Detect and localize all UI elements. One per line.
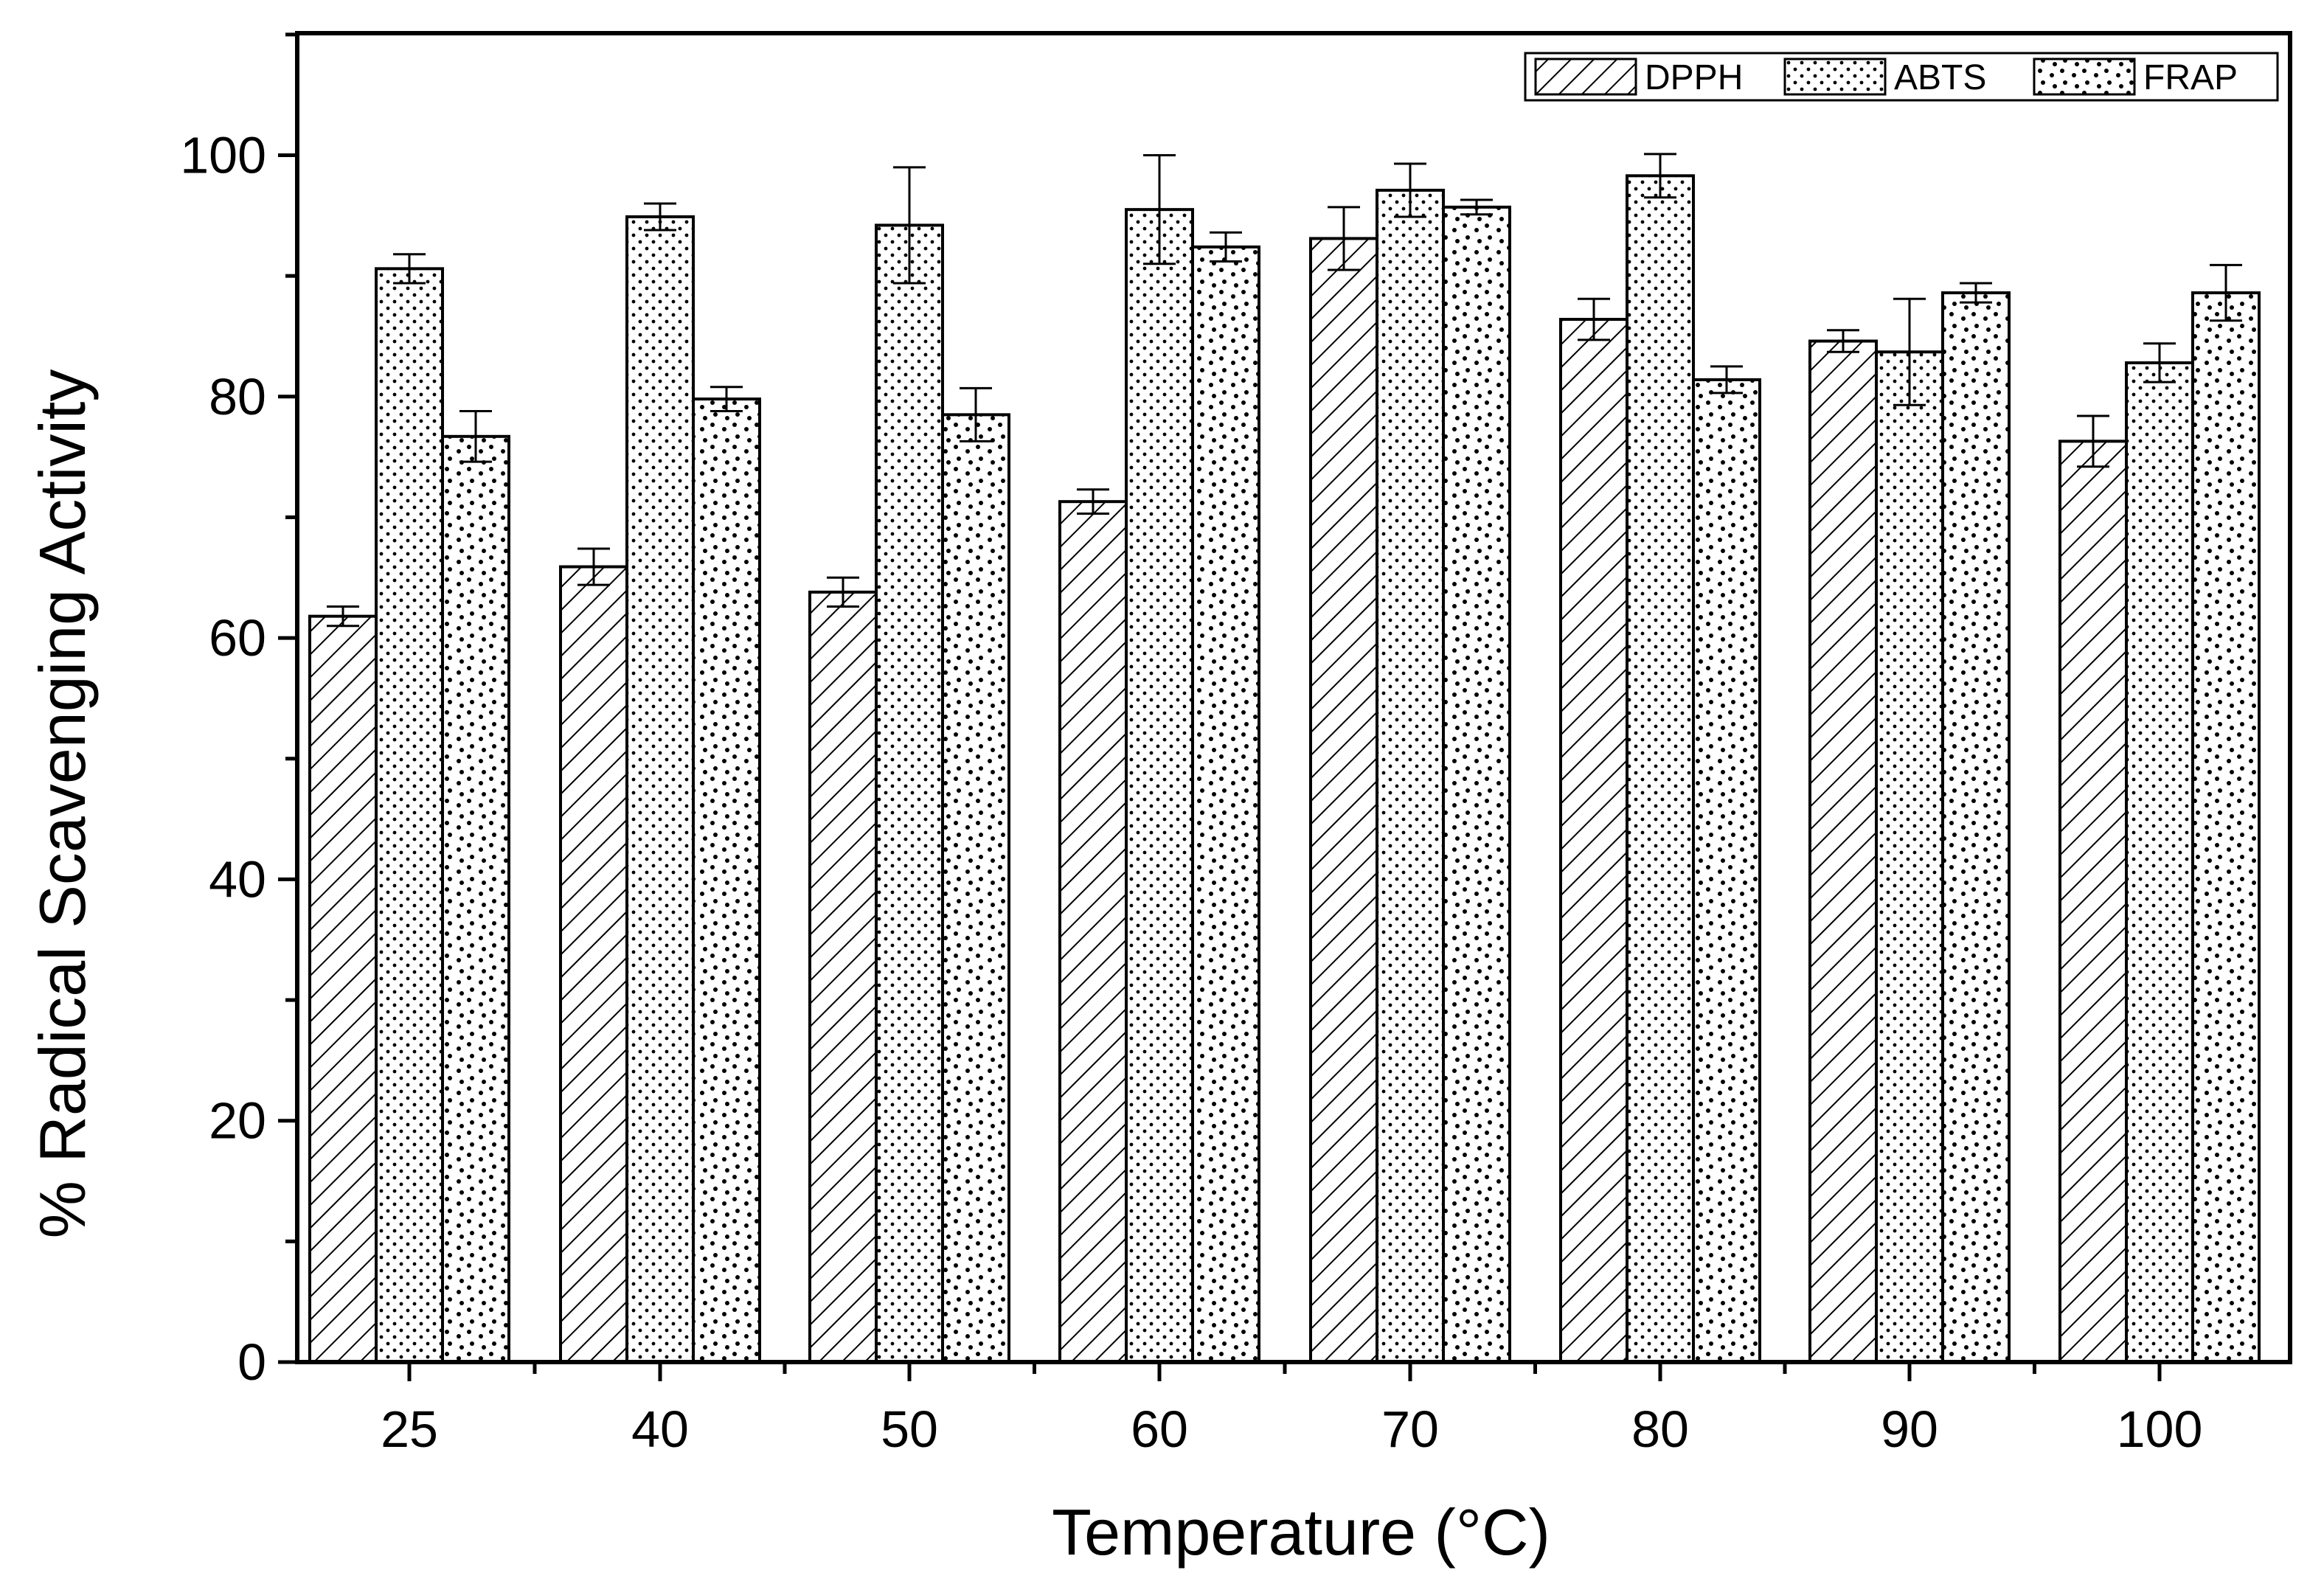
bar-abts-50 — [875, 223, 944, 1364]
x-axis: 25 40 50 60 70 80 90 100 — [381, 1362, 2202, 1458]
error-bar-dpph-60 — [1077, 488, 1109, 515]
error-bar-abts-50 — [893, 166, 926, 285]
error-bar-abts-90 — [1893, 297, 1926, 406]
error-bar-dpph-25 — [327, 605, 359, 628]
error-bar-dpph-70 — [1328, 206, 1360, 271]
bar-dpph-100 — [2058, 440, 2128, 1364]
legend-label-dpph: DPPH — [1645, 58, 1743, 97]
bar-abts-90 — [1875, 350, 1944, 1364]
bars-layer — [308, 174, 2261, 1364]
plot-frame — [295, 31, 2292, 1364]
bar-dpph-50 — [808, 590, 878, 1364]
bar-abts-100 — [2125, 361, 2194, 1364]
error-bar-dpph-100 — [2077, 414, 2109, 468]
y-tick-label-60: 60 — [209, 609, 266, 667]
x-tick-label-70: 70 — [1381, 1400, 1439, 1458]
x-tick-label-100: 100 — [2117, 1400, 2203, 1458]
bar-dpph-40 — [559, 565, 628, 1364]
y-axis-title: % Radical Scavenging Activity — [26, 369, 99, 1239]
x-tick-label-80: 80 — [1631, 1400, 1689, 1458]
x-tick-label-50: 50 — [881, 1400, 938, 1458]
bar-frap-90 — [1941, 291, 2011, 1364]
bar-dpph-60 — [1058, 500, 1128, 1364]
legend-swatch-frap — [2033, 58, 2136, 96]
error-bar-dpph-50 — [827, 576, 859, 608]
error-bar-frap-70 — [1460, 198, 1493, 216]
error-bar-abts-80 — [1644, 153, 1676, 199]
error-bar-frap-90 — [1960, 282, 1992, 304]
error-bar-frap-40 — [710, 386, 743, 412]
error-bar-frap-100 — [2210, 263, 2242, 322]
bar-dpph-70 — [1309, 237, 1378, 1364]
legend-swatch-dpph — [1534, 58, 1637, 96]
error-bar-abts-25 — [393, 253, 426, 285]
bar-abts-60 — [1125, 208, 1194, 1364]
bar-frap-80 — [1692, 378, 1761, 1364]
bar-abts-80 — [1626, 174, 1695, 1364]
error-bar-frap-25 — [459, 409, 492, 463]
error-bar-abts-40 — [644, 202, 676, 232]
bar-dpph-80 — [1559, 318, 1628, 1364]
error-bar-dpph-90 — [1827, 329, 1859, 353]
bar-frap-25 — [441, 434, 510, 1364]
error-bar-dpph-40 — [577, 547, 610, 586]
y-tick-label-0: 0 — [237, 1333, 266, 1391]
bar-frap-100 — [2191, 291, 2261, 1364]
bar-abts-25 — [375, 267, 444, 1364]
legend: DPPH ABTS FRAP — [1524, 52, 2279, 102]
y-tick-label-100: 100 — [180, 127, 266, 184]
error-bar-frap-50 — [960, 386, 992, 442]
bar-dpph-90 — [1808, 339, 1878, 1364]
legend-label-frap: FRAP — [2143, 58, 2238, 97]
bar-frap-70 — [1442, 205, 1511, 1364]
bar-abts-40 — [625, 215, 695, 1364]
errorbars-layer — [327, 153, 2242, 628]
error-bar-abts-100 — [2143, 342, 2176, 383]
x-tick-label-60: 60 — [1131, 1400, 1188, 1458]
y-axis: 0 20 40 60 80 100 — [180, 32, 297, 1391]
bar-dpph-25 — [308, 614, 378, 1364]
bar-frap-40 — [692, 397, 761, 1364]
error-bar-dpph-80 — [1578, 297, 1610, 341]
legend-label-abts: ABTS — [1894, 58, 1986, 97]
y-tick-label-40: 40 — [209, 850, 266, 908]
bar-abts-70 — [1376, 188, 1445, 1364]
x-tick-label-40: 40 — [631, 1400, 689, 1458]
error-bar-abts-70 — [1394, 162, 1426, 218]
x-tick-label-25: 25 — [381, 1400, 438, 1458]
legend-swatch-abts — [1783, 58, 1887, 96]
x-axis-title: Temperature (°C) — [1052, 1496, 1550, 1569]
error-bar-abts-60 — [1143, 154, 1176, 265]
bar-frap-60 — [1191, 245, 1260, 1364]
bar-frap-50 — [941, 413, 1010, 1364]
y-tick-label-80: 80 — [209, 368, 266, 426]
x-tick-label-90: 90 — [1881, 1400, 1938, 1458]
y-tick-label-20: 20 — [209, 1092, 266, 1150]
error-bar-frap-80 — [1710, 365, 1743, 395]
legend-box — [1524, 52, 2279, 102]
error-bar-frap-60 — [1210, 231, 1242, 263]
